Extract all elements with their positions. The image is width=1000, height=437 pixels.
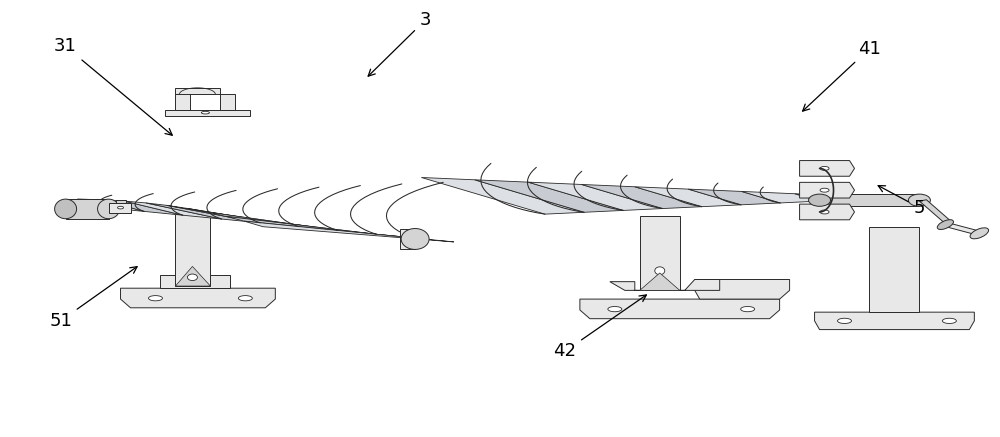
Text: 31: 31 [54, 38, 172, 135]
Polygon shape [165, 110, 250, 116]
Polygon shape [175, 90, 190, 110]
Ellipse shape [148, 295, 162, 301]
Polygon shape [640, 216, 680, 290]
Polygon shape [475, 180, 623, 212]
Polygon shape [580, 299, 780, 319]
Polygon shape [815, 312, 974, 329]
Polygon shape [146, 203, 260, 223]
Polygon shape [800, 204, 855, 220]
Polygon shape [944, 223, 981, 235]
Polygon shape [175, 214, 210, 286]
Polygon shape [820, 194, 919, 206]
Polygon shape [800, 182, 855, 198]
Polygon shape [688, 189, 780, 205]
Polygon shape [124, 201, 222, 219]
Text: 51: 51 [49, 267, 137, 330]
Text: 41: 41 [803, 40, 881, 111]
Polygon shape [167, 205, 299, 227]
Ellipse shape [655, 267, 665, 275]
Polygon shape [220, 94, 235, 110]
Polygon shape [610, 280, 720, 290]
Polygon shape [160, 275, 230, 288]
Ellipse shape [838, 318, 852, 323]
Ellipse shape [809, 194, 831, 206]
Polygon shape [206, 212, 376, 234]
Polygon shape [695, 280, 790, 299]
Ellipse shape [98, 199, 120, 218]
Polygon shape [225, 216, 415, 238]
Ellipse shape [820, 166, 829, 170]
Ellipse shape [608, 306, 622, 312]
Polygon shape [640, 273, 680, 290]
Ellipse shape [820, 210, 829, 214]
Text: 5: 5 [878, 186, 925, 217]
Ellipse shape [908, 194, 930, 206]
Polygon shape [244, 221, 454, 242]
Ellipse shape [741, 306, 755, 312]
Ellipse shape [401, 229, 429, 250]
Polygon shape [741, 191, 820, 203]
Polygon shape [581, 184, 702, 208]
Polygon shape [400, 229, 415, 249]
Ellipse shape [942, 318, 956, 323]
Polygon shape [109, 203, 131, 213]
Ellipse shape [937, 220, 953, 229]
Polygon shape [869, 227, 919, 312]
Ellipse shape [187, 274, 197, 281]
Ellipse shape [238, 295, 252, 301]
Polygon shape [187, 208, 338, 230]
Polygon shape [919, 200, 951, 223]
Text: 3: 3 [368, 11, 431, 76]
Polygon shape [795, 194, 859, 201]
Ellipse shape [55, 199, 77, 218]
Polygon shape [116, 200, 126, 203]
Polygon shape [121, 288, 275, 308]
Ellipse shape [201, 111, 209, 114]
Polygon shape [175, 267, 210, 286]
Polygon shape [800, 160, 855, 176]
Text: 42: 42 [553, 295, 646, 361]
Ellipse shape [970, 228, 989, 239]
Polygon shape [77, 199, 144, 212]
Polygon shape [101, 200, 183, 215]
Polygon shape [635, 187, 741, 207]
Polygon shape [175, 88, 220, 94]
Polygon shape [528, 182, 663, 210]
Ellipse shape [118, 206, 124, 209]
Ellipse shape [820, 188, 829, 192]
Polygon shape [421, 177, 584, 214]
Polygon shape [66, 199, 109, 218]
